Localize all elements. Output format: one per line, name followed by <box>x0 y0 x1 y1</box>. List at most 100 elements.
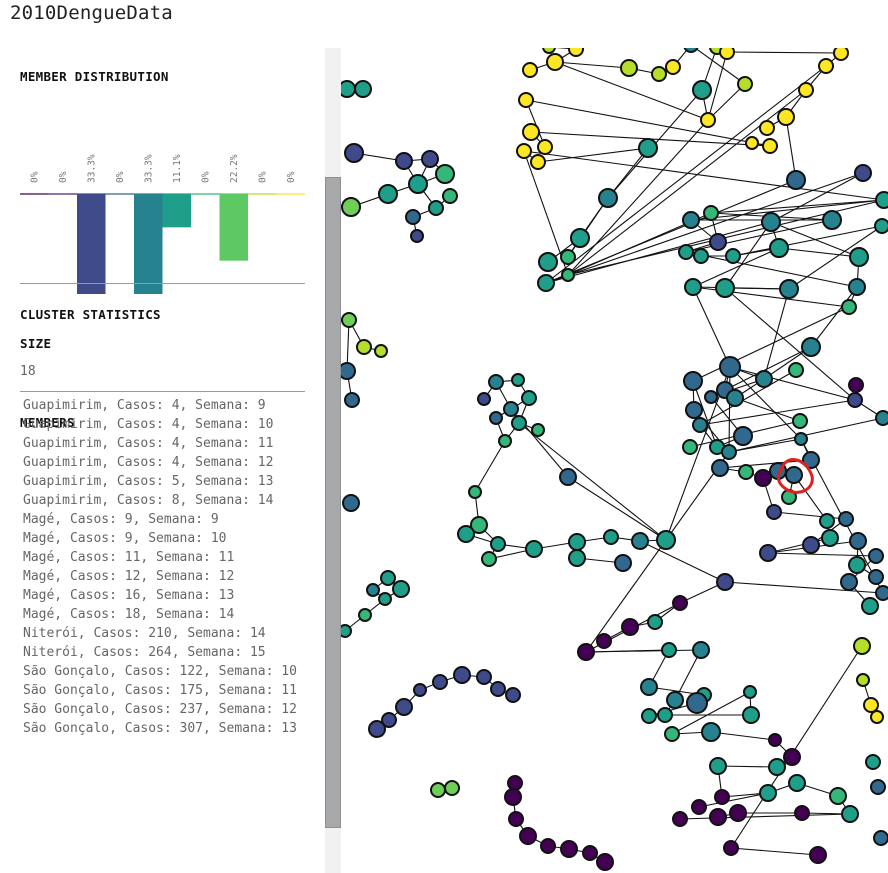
graph-node[interactable] <box>685 279 701 295</box>
graph-node[interactable] <box>756 371 772 387</box>
graph-node[interactable] <box>760 785 776 801</box>
graph-node[interactable] <box>778 109 794 125</box>
graph-node[interactable] <box>539 253 557 271</box>
graph-node[interactable] <box>760 545 776 561</box>
graph-node[interactable] <box>822 530 838 546</box>
graph-node[interactable] <box>639 139 657 157</box>
graph-node[interactable] <box>722 445 736 459</box>
graph-node[interactable] <box>876 586 888 600</box>
graph-node[interactable] <box>705 391 717 403</box>
graph-node[interactable] <box>701 113 715 127</box>
graph-node[interactable] <box>406 210 420 224</box>
graph-node[interactable] <box>755 470 771 486</box>
graph-node[interactable] <box>345 144 363 162</box>
graph-node[interactable] <box>578 644 594 660</box>
graph-node[interactable] <box>803 537 819 553</box>
graph-node[interactable] <box>823 211 841 229</box>
graph-node[interactable] <box>345 393 359 407</box>
graph-node[interactable] <box>679 245 693 259</box>
graph-node[interactable] <box>597 854 613 870</box>
graph-node[interactable] <box>543 48 555 53</box>
graph-node[interactable] <box>445 781 459 795</box>
graph-node[interactable] <box>454 667 470 683</box>
graph-node[interactable] <box>702 723 720 741</box>
graph-node[interactable] <box>604 530 618 544</box>
graph-node[interactable] <box>367 584 379 596</box>
graph-node[interactable] <box>841 574 857 590</box>
graph-node[interactable] <box>694 249 708 263</box>
graph-node[interactable] <box>848 393 862 407</box>
graph-node[interactable] <box>499 435 511 447</box>
graph-node[interactable] <box>489 375 503 389</box>
graph-node[interactable] <box>746 137 758 149</box>
graph-node[interactable] <box>506 688 520 702</box>
graph-node[interactable] <box>866 755 880 769</box>
graph-node[interactable] <box>743 707 759 723</box>
graph-node[interactable] <box>532 424 544 436</box>
graph-node[interactable] <box>673 596 687 610</box>
graph-node[interactable] <box>379 185 397 203</box>
graph-node[interactable] <box>869 549 883 563</box>
graph-node[interactable] <box>786 467 802 483</box>
graph-node[interactable] <box>842 806 858 822</box>
graph-node[interactable] <box>621 60 637 76</box>
graph-node[interactable] <box>342 198 360 216</box>
graph-node[interactable] <box>715 790 729 804</box>
graph-node[interactable] <box>458 526 474 542</box>
graph-node[interactable] <box>531 155 545 169</box>
graph-node[interactable] <box>523 63 537 77</box>
graph-node[interactable] <box>874 831 888 845</box>
graph-node[interactable] <box>875 219 888 233</box>
graph-node[interactable] <box>508 776 522 790</box>
graph-node[interactable] <box>730 805 746 821</box>
graph-node[interactable] <box>504 402 518 416</box>
graph-node[interactable] <box>436 165 454 183</box>
graph-node[interactable] <box>793 414 807 428</box>
graph-node[interactable] <box>433 675 447 689</box>
graph-node[interactable] <box>869 570 883 584</box>
graph-node[interactable] <box>379 593 391 605</box>
graph-node[interactable] <box>571 229 589 247</box>
graph-node[interactable] <box>710 809 726 825</box>
graph-node[interactable] <box>615 555 631 571</box>
graph-node[interactable] <box>547 54 563 70</box>
graph-node[interactable] <box>641 679 657 695</box>
graph-node[interactable] <box>862 598 878 614</box>
graph-node[interactable] <box>716 279 734 297</box>
graph-node[interactable] <box>562 269 574 281</box>
graph-node[interactable] <box>857 674 869 686</box>
graph-node[interactable] <box>727 390 743 406</box>
graph-node[interactable] <box>569 48 583 56</box>
graph-node[interactable] <box>491 537 505 551</box>
graph-node[interactable] <box>693 418 707 432</box>
graph-node[interactable] <box>369 721 385 737</box>
graph-node[interactable] <box>526 541 542 557</box>
graph-node[interactable] <box>469 486 481 498</box>
graph-node[interactable] <box>381 571 395 585</box>
graph-node[interactable] <box>343 495 359 511</box>
graph-node[interactable] <box>683 440 697 454</box>
graph-node[interactable] <box>839 512 853 526</box>
graph-node[interactable] <box>491 682 505 696</box>
graph-node[interactable] <box>830 788 846 804</box>
graph-node[interactable] <box>787 171 805 189</box>
graph-node[interactable] <box>341 363 355 379</box>
graph-node[interactable] <box>560 469 576 485</box>
graph-node[interactable] <box>850 533 866 549</box>
graph-node[interactable] <box>429 201 443 215</box>
graph-node[interactable] <box>871 780 885 794</box>
graph-node[interactable] <box>667 692 683 708</box>
graph-node[interactable] <box>795 433 807 445</box>
graph-node[interactable] <box>355 81 371 97</box>
graph-node[interactable] <box>443 189 457 203</box>
graph-node[interactable] <box>642 709 656 723</box>
graph-node[interactable] <box>597 634 611 648</box>
graph-node[interactable] <box>762 213 780 231</box>
graph-node[interactable] <box>561 250 575 264</box>
graph-node[interactable] <box>710 234 726 250</box>
graph-node[interactable] <box>478 393 490 405</box>
graph-node[interactable] <box>648 615 662 629</box>
graph-node[interactable] <box>738 77 752 91</box>
graph-node[interactable] <box>820 514 834 528</box>
graph-node[interactable] <box>802 338 820 356</box>
